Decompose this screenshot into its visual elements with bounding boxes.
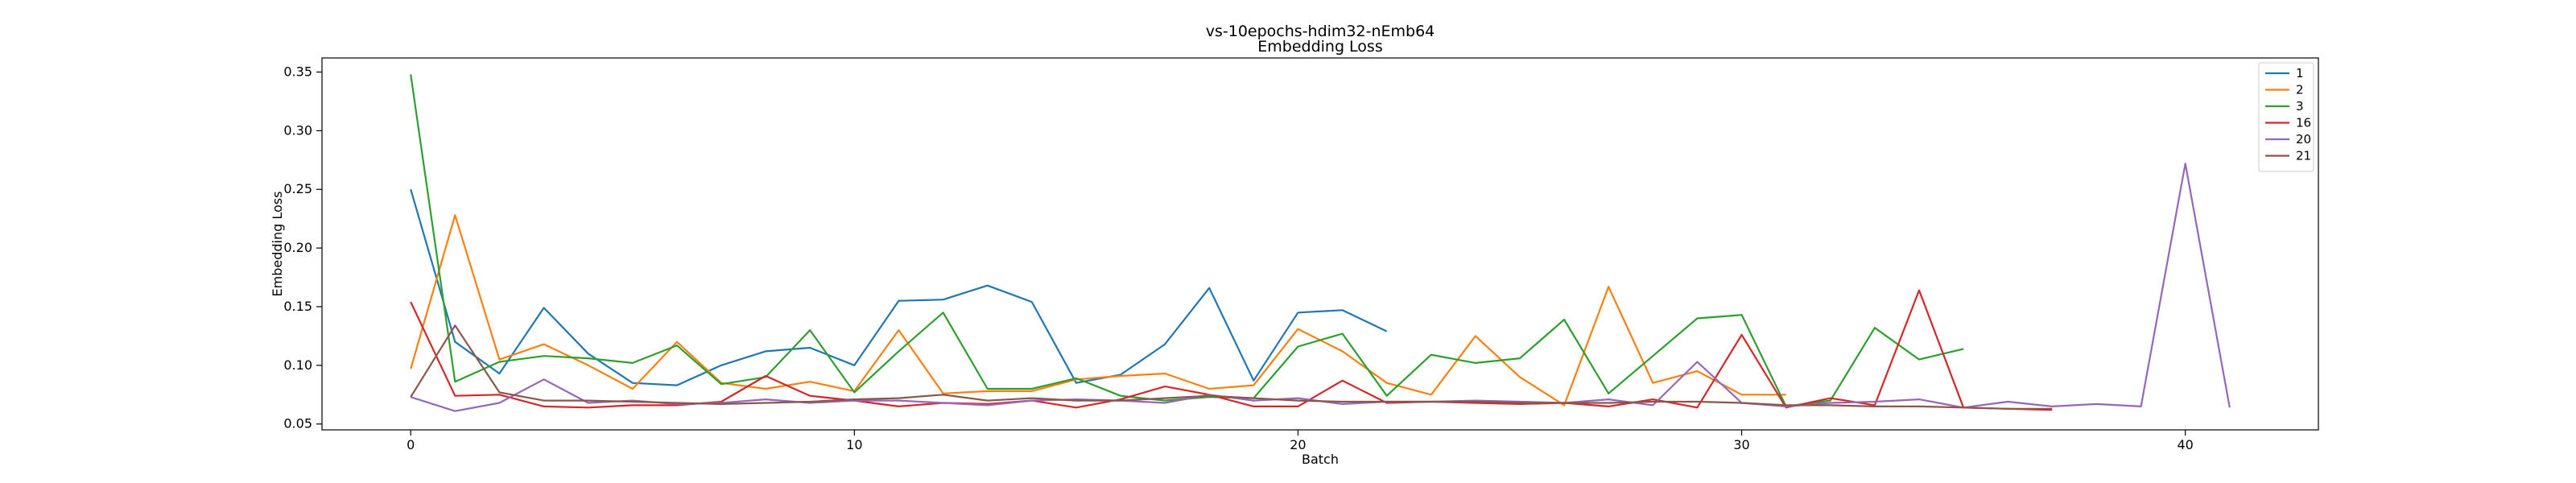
chart-subtitle: Embedding Loss	[1257, 38, 1382, 56]
series-line-1	[410, 188, 1388, 386]
legend-label-1: 1	[2296, 66, 2304, 80]
y-tick-label: 0.10	[283, 357, 312, 373]
y-tick-label: 0.30	[283, 122, 312, 138]
series-line-2	[410, 214, 1786, 407]
plot-frame	[321, 57, 2319, 431]
y-axis-ticks: 0.05 0.10 0.15 0.20 0.25 0.30 0.35	[283, 64, 322, 431]
y-axis-label: Embedding Loss	[270, 192, 285, 297]
x-tick-label: 20	[1290, 437, 1306, 452]
legend-label-16: 16	[2296, 116, 2311, 130]
y-tick-label: 0.35	[283, 64, 312, 79]
y-tick-label: 0.15	[283, 299, 312, 314]
x-tick-label: 30	[1733, 437, 1749, 452]
y-tick-label: 0.20	[283, 240, 312, 255]
x-axis-ticks: 0 10 20 30 40	[407, 430, 2194, 452]
x-tick-label: 10	[846, 437, 862, 452]
legend-label-21: 21	[2296, 149, 2311, 163]
x-tick-label: 0	[407, 437, 415, 452]
y-tick-label: 0.05	[283, 416, 312, 431]
legend-label-3: 3	[2296, 99, 2304, 114]
x-axis-label: Batch	[1302, 452, 1339, 467]
legend: 1 2 3 16 20 21	[2258, 62, 2314, 172]
y-tick-label: 0.25	[283, 181, 312, 196]
series-line-21	[410, 324, 2053, 410]
legend-label-20: 20	[2296, 132, 2311, 147]
legend-label-2: 2	[2296, 83, 2304, 97]
chart-title: vs-10epochs-hdim32-nEmb64	[1206, 23, 1435, 40]
series-lines	[410, 74, 2231, 412]
x-tick-label: 40	[2177, 437, 2193, 452]
